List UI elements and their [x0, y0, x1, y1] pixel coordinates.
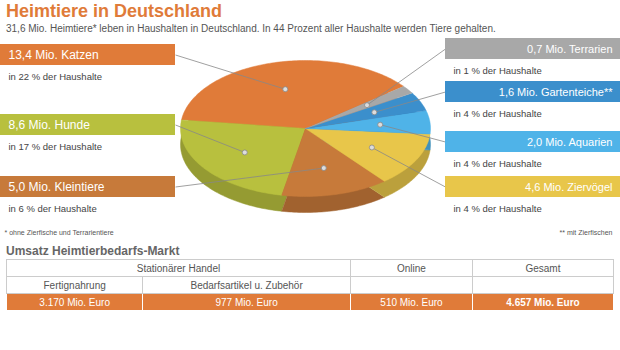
html-text:Stationärer Handel: Stationärer Handel — [136, 262, 221, 274]
svg-text:* ohne Zierfische und Terrarie: * ohne Zierfische und Terrarientiere — [5, 229, 114, 236]
html-text:977 Mio. Euro: 977 Mio. Euro — [215, 296, 278, 308]
html-text:Gesamt: Gesamt — [525, 262, 561, 274]
svg-text:in 4 % der Haushalte: in 4 % der Haushalte — [454, 158, 542, 169]
svg-text:8,6 Mio. Hunde: 8,6 Mio. Hunde — [9, 118, 91, 132]
html-text:31,6 Mio. Heimtiere* leben in: 31,6 Mio. Heimtiere* leben in Haushalten… — [6, 23, 496, 34]
html-text:Online: Online — [397, 262, 426, 274]
svg-text:1,6 Mio. Gartenteiche**: 1,6 Mio. Gartenteiche** — [499, 86, 613, 98]
svg-text:13,4 Mio. Katzen: 13,4 Mio. Katzen — [9, 48, 99, 62]
html-text:4.657 Mio. Euro: 4.657 Mio. Euro — [506, 296, 580, 308]
svg-text:** mit Zierfischen: ** mit Zierfischen — [560, 229, 613, 236]
svg-text:in 1 % der Haushalte: in 1 % der Haushalte — [454, 65, 542, 76]
svg-text:in 4 % der Haushalte: in 4 % der Haushalte — [454, 108, 542, 119]
svg-text:2,0 Mio. Aquarien: 2,0 Mio. Aquarien — [527, 136, 613, 148]
svg-text:4,6 Mio. Ziervögel: 4,6 Mio. Ziervögel — [525, 181, 612, 193]
html-text:Fertignahrung: Fertignahrung — [43, 279, 106, 291]
svg-text:in 22 % der Haushalte: in 22 % der Haushalte — [9, 71, 102, 82]
svg-text:0,7 Mio. Terrarien: 0,7 Mio. Terrarien — [527, 43, 612, 55]
html-text:510 Mio. Euro: 510 Mio. Euro — [380, 296, 443, 308]
html-text:Umsatz Heimtierbedarfs-Markt: Umsatz Heimtierbedarfs-Markt — [6, 244, 180, 258]
html-text:Bedarfsartikel u. Zubehör: Bedarfsartikel u. Zubehör — [190, 279, 303, 291]
html-text:Heimtiere in Deutschland: Heimtiere in Deutschland — [6, 1, 223, 21]
svg-text:in 17 % der Haushalte: in 17 % der Haushalte — [9, 141, 102, 152]
html-text:3.170 Mio. Euro: 3.170 Mio. Euro — [39, 296, 110, 308]
svg-text:in 4 % der Haushalte: in 4 % der Haushalte — [454, 203, 542, 214]
svg-text:5,0 Mio. Kleintiere: 5,0 Mio. Kleintiere — [9, 180, 105, 194]
svg-text:in 6 % der Haushalte: in 6 % der Haushalte — [9, 203, 97, 214]
